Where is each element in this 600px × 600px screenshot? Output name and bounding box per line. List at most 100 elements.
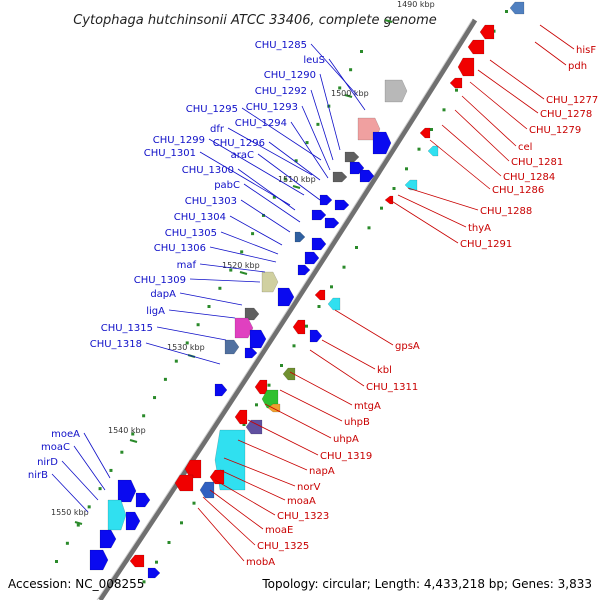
track-dot [109, 468, 113, 472]
reverse-gene-label: CHU_1286 [492, 185, 544, 196]
reverse-gene-arrow [174, 474, 194, 492]
reverse-gene-label: CHU_1311 [366, 382, 418, 393]
forward-gene-label: moeA [51, 429, 80, 440]
track-dot [55, 560, 58, 563]
track-dot [330, 285, 333, 289]
reverse-gene-label: CHU_1278 [540, 109, 592, 120]
reverse-gene-label: hisF [576, 45, 596, 56]
forward-gene-arrow [344, 151, 360, 163]
leader-line [334, 309, 394, 346]
forward-gene-label: CHU_1294 [235, 118, 287, 129]
leader-line [240, 199, 291, 233]
leader-line [389, 199, 459, 244]
leader-line [73, 445, 106, 491]
map-title: Cytophaga hutchinsonii ATCC 33406, compl… [73, 13, 437, 28]
leader-line [237, 168, 296, 211]
leader-line [321, 339, 376, 370]
reverse-gene-label: CHU_1281 [511, 157, 563, 168]
forward-gene-label: moaC [41, 442, 70, 453]
track-dot [142, 414, 146, 418]
kbp-tick [344, 94, 353, 98]
forward-gene-arrow [294, 231, 306, 243]
leader-line [407, 187, 479, 211]
reverse-gene-label: mobA [246, 557, 275, 568]
track-dot [305, 141, 309, 145]
leader-line [310, 89, 334, 161]
forward-gene-label: CHU_1285 [255, 40, 307, 51]
reverse-gene-label: cel [518, 142, 532, 153]
leader-line [301, 105, 331, 171]
forward-gene-label: CHU_1295 [186, 104, 238, 115]
leader-line [51, 473, 89, 513]
leader-line [199, 263, 266, 273]
track-dot [267, 383, 271, 387]
forward-gene-arrow [244, 347, 258, 359]
leader-line [227, 127, 313, 176]
track-dot [153, 396, 157, 400]
accession-text: Accession: NC_008255 [8, 577, 144, 591]
reverse-gene-label: norV [297, 482, 321, 493]
leader-line [489, 59, 545, 100]
reverse-gene-label: pdh [568, 61, 587, 72]
genome-summary-text: Topology: circular; Length: 4,433,218 bp… [261, 577, 592, 591]
reverse-gene-label: CHU_1288 [480, 206, 532, 217]
track-dot [180, 521, 183, 525]
leader-line [209, 246, 277, 263]
kbp-tick [129, 439, 138, 443]
track-dot [283, 177, 287, 181]
reverse-gene-arrow [457, 57, 475, 77]
track-dot [417, 147, 421, 151]
forward-gene-arrow [319, 194, 333, 206]
forward-gene-label: nirD [37, 457, 58, 468]
track-dot [280, 364, 283, 367]
track-dot [229, 268, 233, 272]
leader-line [469, 81, 528, 130]
reverse-gene-label: CHU_1325 [257, 541, 309, 552]
leader-line [328, 58, 366, 111]
reverse-gene-arrow [479, 24, 495, 40]
track-dot [355, 246, 358, 249]
forward-gene-arrow [372, 131, 392, 155]
forward-gene-arrow [135, 492, 151, 508]
track-dot [98, 487, 102, 491]
track-dot [292, 344, 296, 348]
track-dot [163, 377, 167, 381]
leader-line [220, 231, 279, 255]
track-dot [240, 250, 244, 254]
track-dot [342, 265, 346, 269]
track-dot [317, 305, 321, 308]
forward-gene-arrow [359, 169, 375, 183]
track-dot [207, 305, 211, 308]
kbp-ticks [55, 10, 508, 584]
forward-gene-arrow [304, 251, 320, 265]
reverse-gene-label: uhpA [333, 434, 359, 445]
forward-gene-label: CHU_1292 [255, 86, 307, 97]
leader-line [319, 73, 341, 151]
gene-glyphs [89, 1, 525, 579]
forward-gene-labels: CHU_1285 leuS CHU_1290 CHU_1292 CHU_1293 CHU_… [28, 40, 325, 481]
forward-label-leaders [51, 43, 366, 513]
forward-gene-arrow [309, 329, 323, 343]
forward-gene-label: CHU_1304 [174, 212, 226, 223]
reverse-gene-arrow [327, 297, 341, 311]
reverse-gene-arrow [467, 39, 485, 55]
forward-gene-label: dapA [150, 289, 176, 300]
forward-gene-label: ligA [146, 306, 165, 317]
forward-gene-arrow [332, 171, 348, 183]
leader-line [197, 507, 245, 562]
track-dot [192, 501, 196, 505]
leader-line [461, 95, 517, 147]
track-dot [349, 68, 353, 72]
track-dot [316, 122, 320, 126]
leader-line [309, 349, 365, 387]
leader-line [156, 326, 227, 341]
forward-gene-arrow [261, 271, 279, 293]
leader-line [214, 479, 276, 516]
kbp-label: 1490 kbp [397, 0, 435, 9]
leader-line [539, 24, 575, 50]
forward-gene-arrow [117, 479, 137, 503]
track-dot [155, 560, 158, 564]
track-dot [131, 432, 135, 436]
forward-gene-label: CHU_1300 [182, 165, 234, 176]
forward-gene-label: CHU_1290 [264, 70, 316, 81]
